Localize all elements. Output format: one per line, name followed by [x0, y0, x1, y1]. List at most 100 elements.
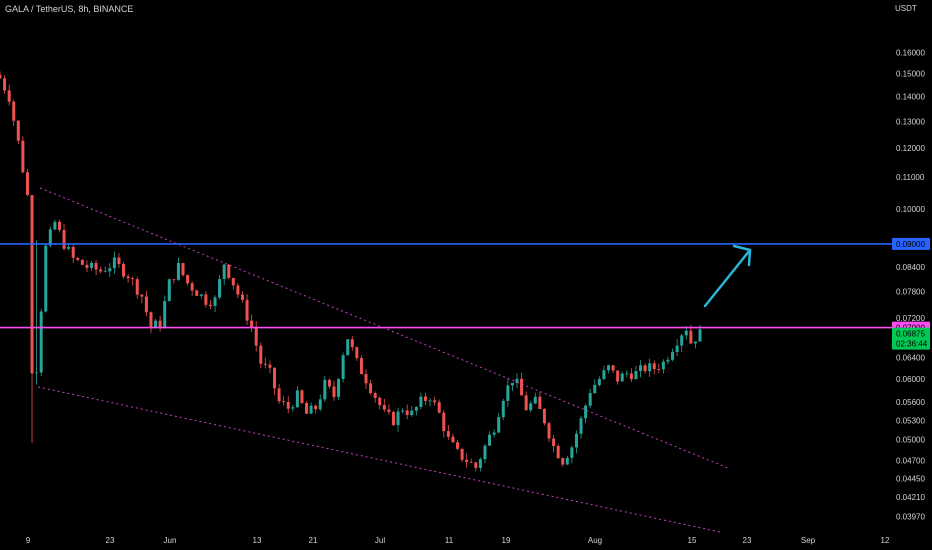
price-tick-label: 0.05000: [896, 436, 925, 445]
candle-body: [616, 370, 620, 382]
price-tick-label: 0.11000: [896, 173, 925, 182]
bar-countdown-text: 02:36:44: [896, 340, 928, 349]
candle-body: [103, 271, 107, 273]
candle-body: [419, 396, 423, 407]
candle-body: [208, 304, 212, 306]
candle-body: [199, 294, 203, 296]
candle-body: [433, 400, 437, 403]
candle-body: [611, 365, 615, 371]
candle-body: [350, 339, 354, 348]
price-axis[interactable]: 0.16000 0.15000 0.14000 0.13000 0.12000 0.110…: [892, 48, 930, 522]
drawings-layer: [0, 187, 892, 533]
candle-body: [176, 263, 180, 280]
last-price-text: 0.06875: [896, 330, 925, 339]
candle-body: [538, 396, 542, 409]
candle-body: [414, 406, 418, 411]
candle-body: [0, 74, 2, 79]
candle-body: [396, 411, 400, 426]
candle-body: [501, 400, 505, 418]
candle-body: [140, 294, 144, 297]
price-tick-label: 0.06000: [896, 375, 925, 384]
lower-trendline: [37, 386, 721, 533]
candle-body: [346, 339, 350, 356]
candle-body: [437, 402, 441, 413]
candle-body: [300, 390, 304, 403]
candle-body: [67, 247, 71, 249]
candle-body: [639, 365, 643, 372]
candle-body: [16, 120, 20, 141]
candle-body: [661, 361, 665, 370]
candle-body: [442, 412, 446, 432]
candle-body: [579, 418, 583, 434]
candle-body: [478, 459, 482, 468]
candle-body: [53, 221, 57, 230]
candle-body: [488, 434, 492, 446]
candle-body: [666, 359, 670, 362]
price-tick-label: 0.12000: [896, 144, 925, 153]
candle-body: [35, 372, 39, 374]
time-tick-label: 13: [253, 536, 262, 545]
candle-body: [126, 276, 130, 279]
candle-body: [149, 312, 153, 328]
candle-body: [524, 395, 528, 411]
price-tick-label: 0.15000: [896, 70, 925, 79]
candle-body: [552, 438, 556, 447]
last-price-badge: [892, 327, 930, 350]
price-tick-label: 0.05300: [896, 416, 925, 425]
candle-body: [327, 379, 331, 387]
candle-body: [451, 436, 455, 443]
candle-body: [7, 90, 11, 102]
candle-body: [231, 277, 235, 286]
candle-body: [323, 379, 327, 400]
candle-body: [48, 229, 52, 246]
candle-body: [657, 369, 661, 370]
candle-body: [369, 383, 373, 394]
candle-body: [112, 257, 116, 269]
time-tick-label: 15: [688, 536, 697, 545]
time-tick-label: Jun: [164, 536, 177, 545]
candle-body: [561, 458, 565, 465]
candle-body: [684, 330, 688, 336]
candle-body: [364, 374, 368, 384]
candle-body: [359, 358, 363, 375]
candle-body: [643, 365, 647, 372]
candle-body: [378, 397, 382, 406]
price-tick-label: 0.10000: [896, 205, 925, 214]
candle-body: [186, 275, 190, 284]
candle-body: [318, 399, 322, 410]
candle-body: [675, 345, 679, 353]
candle-body: [277, 388, 281, 402]
candle-body: [218, 279, 222, 298]
candle-body: [254, 327, 258, 346]
candle-body: [574, 433, 578, 448]
time-tick-label: Aug: [588, 536, 602, 545]
candle-body: [492, 432, 496, 435]
candle-body: [698, 329, 702, 342]
candle-body: [689, 330, 693, 344]
candle-body: [12, 101, 16, 121]
candle-body: [273, 367, 277, 389]
candle-body: [99, 269, 103, 272]
candle-body: [71, 247, 75, 258]
symbol-title[interactable]: GALA / TetherUS, 8h, BINANCE: [5, 4, 134, 14]
candle-body: [263, 363, 267, 365]
time-tick-label: 23: [106, 536, 115, 545]
candle-body: [515, 378, 519, 383]
candle-body: [593, 385, 597, 394]
candle-body: [314, 405, 318, 410]
price-tick-label: 0.07800: [896, 288, 925, 297]
candle-body: [556, 446, 560, 459]
candle-body: [236, 285, 240, 295]
candle-body: [158, 320, 162, 327]
time-axis[interactable]: 9 23 Jun 13 21 Jul 11 19 Aug 15 23 Sep 12: [26, 536, 890, 545]
candle-body: [227, 264, 231, 278]
candle-body: [652, 363, 656, 370]
candle-body: [671, 352, 675, 360]
candle-body: [135, 279, 139, 295]
candle-body: [428, 400, 432, 402]
candle-body: [460, 448, 464, 460]
time-tick-label: 12: [881, 536, 890, 545]
candle-body: [565, 457, 569, 465]
candle-body: [446, 431, 450, 437]
